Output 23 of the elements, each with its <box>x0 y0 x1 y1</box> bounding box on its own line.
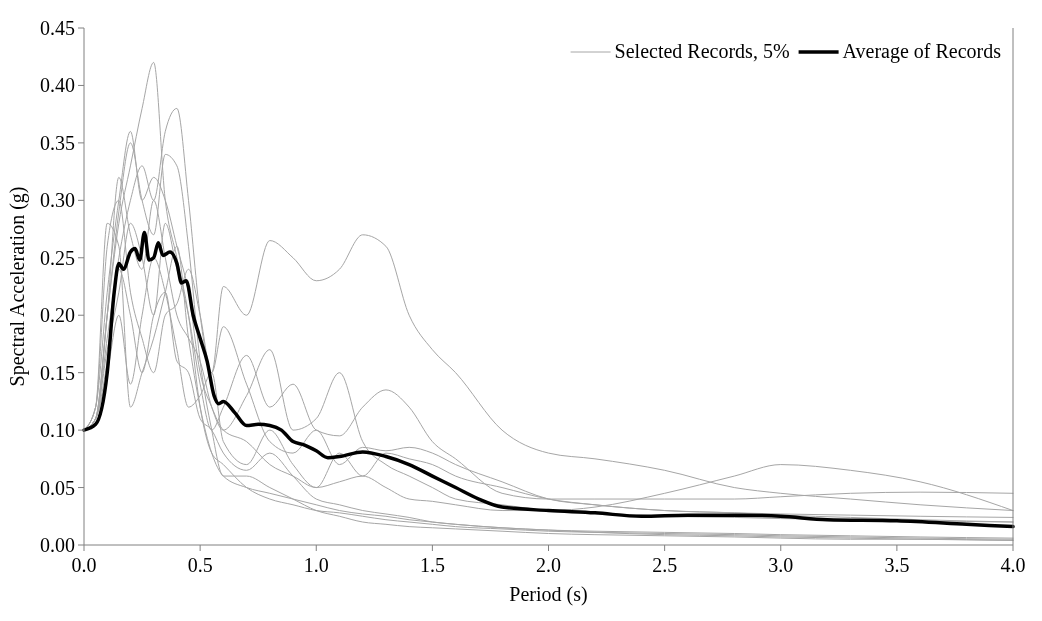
y-tick-label: 0.15 <box>40 361 75 384</box>
y-tick-label: 0.35 <box>40 131 75 154</box>
x-axis-title: Period (s) <box>509 583 588 606</box>
x-tick-label: 1.5 <box>419 554 445 576</box>
legend-label: Average of Records <box>842 40 1002 63</box>
y-tick-label: 0.05 <box>40 476 75 499</box>
x-tick-label: 4.0 <box>1000 554 1026 576</box>
x-tick-label: 2.0 <box>536 554 561 576</box>
x-tick-label: 1.0 <box>303 554 329 576</box>
y-tick-label: 0.00 <box>40 534 75 556</box>
y-tick-label: 0.30 <box>40 189 75 212</box>
y-tick-label: 0.10 <box>40 419 75 442</box>
x-tick-label: 2.5 <box>652 554 678 576</box>
legend-label: Selected Records, 5% <box>614 40 790 62</box>
y-tick-label: 0.45 <box>40 17 75 39</box>
x-tick-label: 3.5 <box>884 554 910 576</box>
x-tick-label: 3.0 <box>768 554 794 576</box>
y-tick-label: 0.20 <box>40 304 75 327</box>
x-tick-label: 0.5 <box>187 554 213 576</box>
y-tick-label: 0.40 <box>40 74 75 97</box>
x-tick-label: 0.0 <box>71 554 97 576</box>
y-axis-title: Spectral Acceleration (g) <box>6 186 29 387</box>
y-tick-label: 0.25 <box>40 246 75 269</box>
